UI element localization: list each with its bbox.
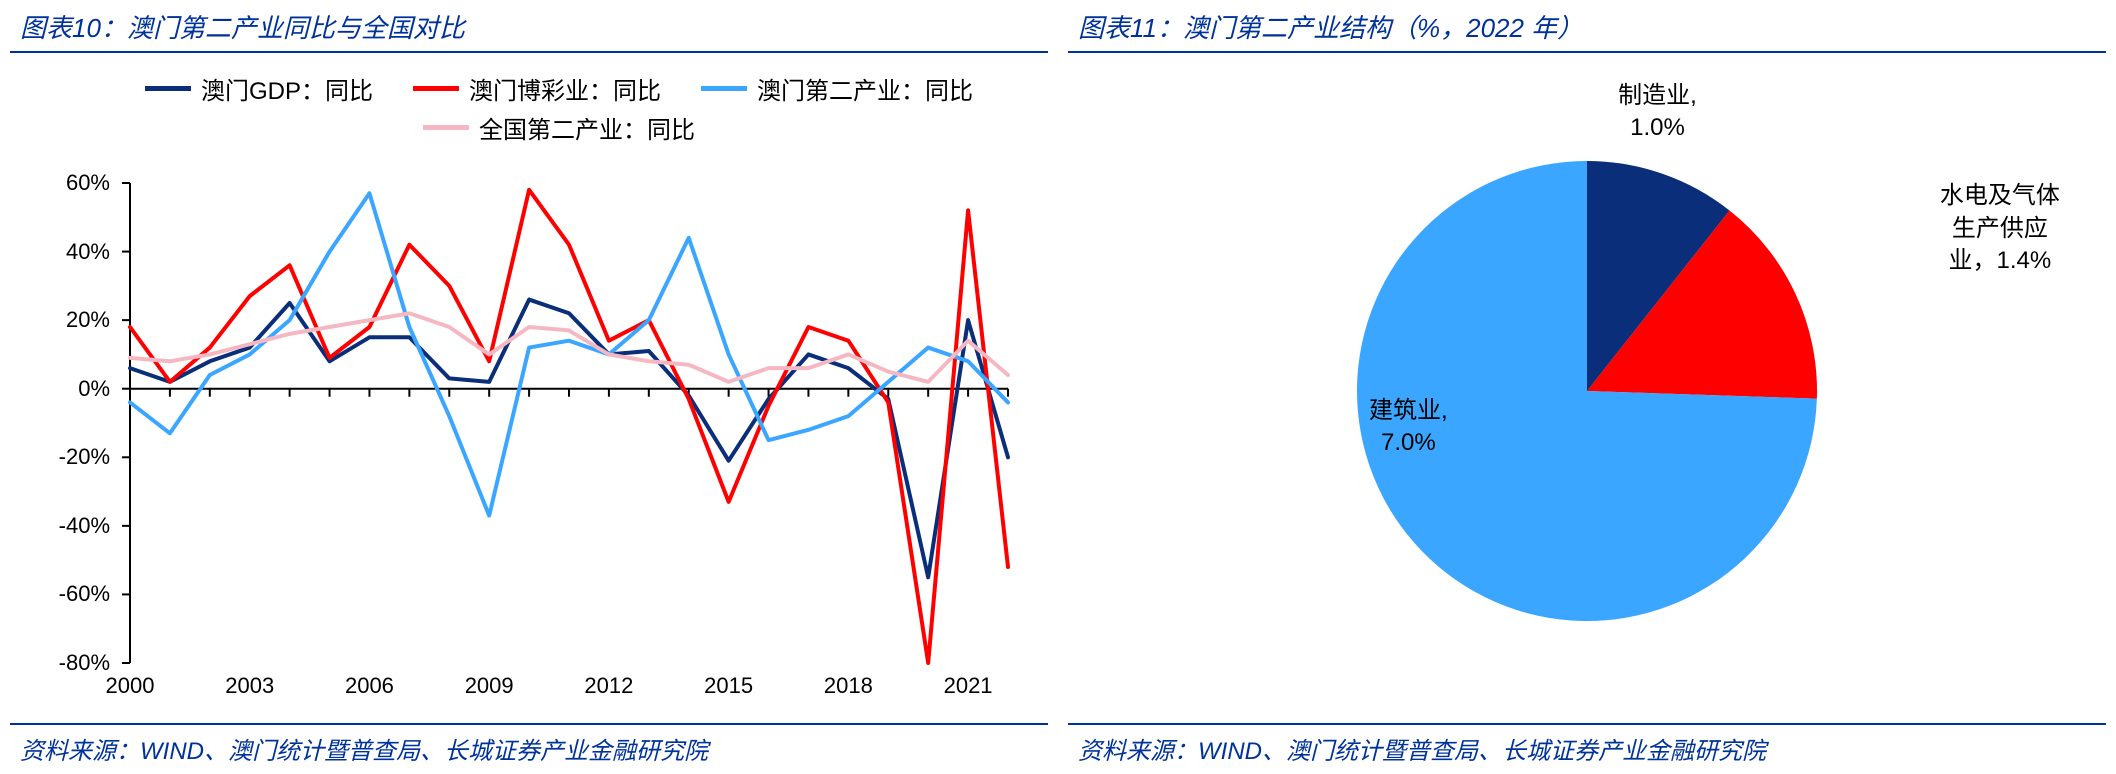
- y-tick-label: -20%: [59, 444, 110, 470]
- chart11-title: 图表11：澳门第二产业结构（%，2022 年）: [1068, 0, 2106, 53]
- pie-slice-label: 制造业,1.0%: [1618, 80, 1697, 145]
- legend-swatch: [145, 86, 191, 91]
- chart11-source: 资料来源：WIND、澳门统计暨普查局、长城证券产业金融研究院: [1068, 723, 2106, 774]
- pie-chart-svg: [1357, 161, 1817, 621]
- line-chart-body: 澳门GDP：同比 澳门博彩业：同比 澳门第二产业：同比全国第二产业：同比 -80% -…: [10, 53, 1048, 723]
- y-axis: -80%-60%-40%-20%0%20%40%60%: [10, 183, 120, 663]
- chart10-source: 资料来源：WIND、澳门统计暨普查局、长城证券产业金融研究院: [10, 723, 1048, 774]
- legend-item: 澳门GDP：同比: [145, 71, 373, 106]
- right-panel: 图表11：澳门第二产业结构（%，2022 年） 制造业,1.0% 水电及气体生产供…: [1058, 0, 2116, 774]
- x-tick-label: 2009: [465, 673, 514, 699]
- line-chart-svg: [130, 183, 1008, 663]
- pie-slice-label: 建筑业,7.0%: [1369, 395, 1448, 460]
- y-tick-label: 20%: [66, 307, 110, 333]
- legend-label: 澳门第二产业：同比: [757, 71, 973, 106]
- legend-item: 澳门第二产业：同比: [701, 71, 973, 106]
- y-tick-label: -40%: [59, 513, 110, 539]
- plot-area: [130, 183, 1008, 663]
- pie-wrap: 制造业,1.0% 水电及气体生产供应业，1.4% 建筑业,7.0%: [1068, 53, 2106, 723]
- y-tick-label: 0%: [78, 376, 110, 402]
- legend-item: 全国第二产业：同比: [423, 110, 695, 145]
- x-tick-label: 2018: [824, 673, 873, 699]
- x-tick-label: 2000: [106, 673, 155, 699]
- legend-label: 全国第二产业：同比: [479, 110, 695, 145]
- legend-swatch: [423, 125, 469, 130]
- chart10-title: 图表10：澳门第二产业同比与全国对比: [10, 0, 1048, 53]
- pie-slice-label: 水电及气体生产供应业，1.4%: [1940, 180, 2060, 277]
- y-tick-label: 60%: [66, 170, 110, 196]
- left-panel: 图表10：澳门第二产业同比与全国对比 澳门GDP：同比 澳门博彩业：同比 澳门第二产…: [0, 0, 1058, 774]
- x-axis: 20002003200620092012201520182021: [130, 673, 1008, 703]
- x-tick-label: 2012: [584, 673, 633, 699]
- x-tick-label: 2006: [345, 673, 394, 699]
- x-tick-label: 2003: [225, 673, 274, 699]
- legend-item: 澳门博彩业：同比: [413, 71, 661, 106]
- legend-label: 澳门博彩业：同比: [469, 71, 661, 106]
- y-tick-label: 40%: [66, 239, 110, 265]
- line-chart-legend: 澳门GDP：同比 澳门博彩业：同比 澳门第二产业：同比全国第二产业：同比: [10, 53, 1048, 155]
- pie-chart-body: 制造业,1.0% 水电及气体生产供应业，1.4% 建筑业,7.0%: [1068, 53, 2106, 723]
- x-tick-label: 2015: [704, 673, 753, 699]
- y-tick-label: -60%: [59, 581, 110, 607]
- x-tick-label: 2021: [944, 673, 993, 699]
- y-tick-label: -80%: [59, 650, 110, 676]
- legend-label: 澳门GDP：同比: [201, 71, 373, 106]
- legend-swatch: [413, 86, 459, 91]
- legend-swatch: [701, 86, 747, 91]
